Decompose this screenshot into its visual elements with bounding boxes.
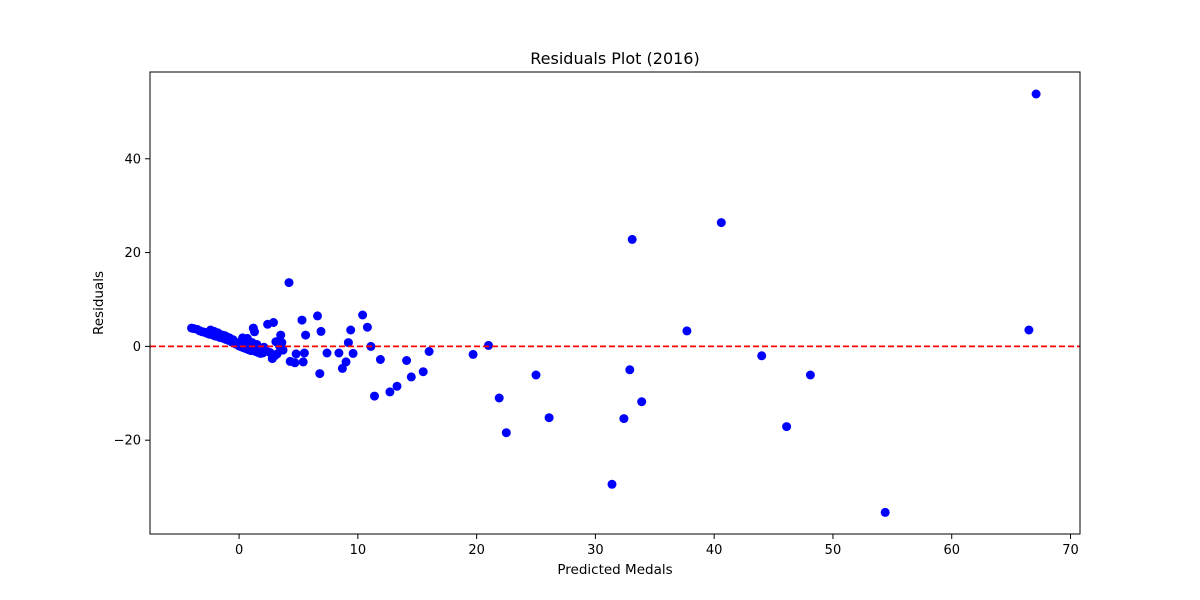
data-point [313, 311, 322, 321]
y-tick-label: 0 [133, 340, 141, 355]
data-point [757, 351, 767, 361]
data-point [290, 358, 300, 368]
data-point [343, 338, 353, 348]
data-point [402, 356, 412, 365]
x-tick-label: 60 [943, 543, 960, 558]
data-point [316, 326, 326, 336]
x-axis-label: Predicted Medals [557, 562, 672, 578]
y-tick-label: 40 [124, 152, 141, 167]
data-point [276, 330, 286, 340]
data-point [299, 348, 309, 358]
data-point [484, 340, 493, 350]
chart-title: Residuals Plot (2016) [530, 49, 699, 68]
data-point [544, 413, 554, 423]
x-tick-label: 70 [1062, 543, 1079, 558]
y-tick-label: 20 [124, 246, 141, 261]
data-point [375, 355, 385, 364]
data-point [418, 367, 428, 377]
data-point [619, 414, 629, 424]
data-point [531, 370, 541, 380]
data-point [682, 326, 692, 336]
data-point [880, 507, 890, 517]
x-tick-label: 20 [468, 543, 485, 558]
data-point [501, 428, 511, 438]
data-point [334, 348, 344, 358]
data-point [298, 357, 308, 367]
data-point [392, 381, 402, 391]
data-point [1031, 89, 1041, 99]
data-point [424, 347, 434, 356]
data-point [805, 370, 815, 380]
data-point [297, 315, 307, 325]
data-point [301, 330, 311, 340]
data-point [385, 387, 395, 397]
data-point [250, 327, 259, 337]
data-point [358, 310, 368, 320]
data-point [782, 422, 792, 432]
plot-area-frame [149, 71, 1081, 535]
data-point [716, 218, 726, 228]
data-point [637, 397, 647, 407]
data-point [468, 349, 478, 359]
y-axis-label: Residuals [91, 271, 107, 335]
data-point [370, 391, 379, 401]
x-tick-label: 40 [706, 543, 723, 558]
data-point [291, 349, 301, 359]
data-point [627, 234, 637, 244]
data-point [406, 372, 416, 382]
x-tick-label: 50 [825, 543, 842, 558]
x-tick-label: 10 [350, 543, 367, 558]
data-point [284, 278, 294, 288]
data-point [341, 357, 351, 367]
data-point [322, 348, 332, 358]
data-point [607, 479, 617, 489]
data-point [1024, 325, 1034, 335]
data-point [346, 325, 356, 335]
data-point [277, 338, 287, 348]
data-point [315, 369, 325, 379]
x-axis-ticks: 0 10 20 30 40 50 60 70 [235, 534, 1079, 558]
data-point [269, 318, 278, 327]
y-axis-ticks: −20 0 20 40 [114, 152, 150, 449]
scatter-points [187, 89, 1041, 517]
y-tick-label: −20 [114, 434, 141, 449]
data-point [494, 393, 504, 403]
data-point [278, 345, 288, 355]
x-tick-label: 0 [235, 543, 243, 558]
data-point [362, 322, 372, 332]
data-point [625, 365, 635, 375]
data-point [348, 348, 358, 358]
x-tick-label: 30 [587, 543, 604, 558]
